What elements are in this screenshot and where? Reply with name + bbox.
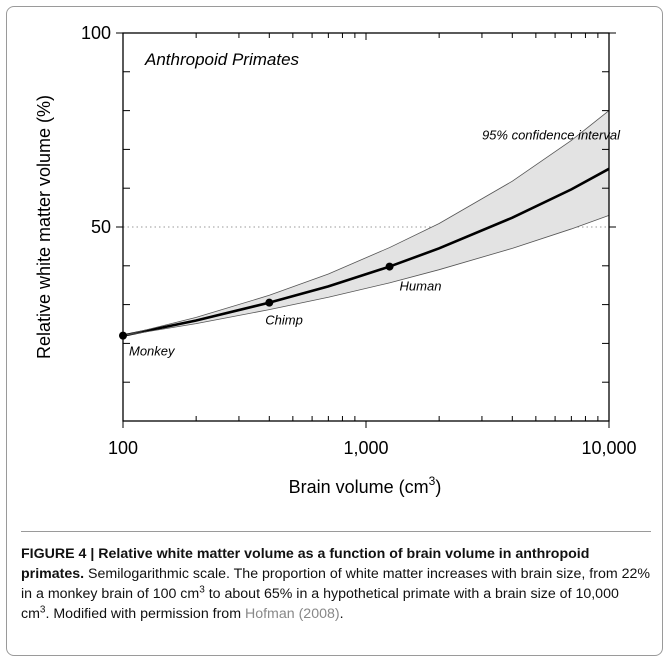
- x-axis-label-end: ): [435, 477, 441, 497]
- x-tick-label: 10,000: [581, 438, 636, 458]
- chart-title: Anthropoid Primates: [144, 50, 300, 69]
- caption-text: . Modified with permission from: [45, 606, 245, 622]
- confidence-band: [123, 110, 609, 336]
- caption-link[interactable]: Hofman (2008): [244, 606, 340, 622]
- point-label: Chimp: [265, 313, 303, 328]
- point-label: Human: [400, 279, 442, 294]
- chart: Anthropoid Primates Relative white matte…: [34, 23, 637, 497]
- caption-text: .: [339, 606, 344, 622]
- band-label: 95% confidence interval: [482, 128, 621, 143]
- caption-sup: 3: [199, 584, 205, 596]
- x-axis-label-sup: 3: [429, 474, 436, 488]
- x-axis-label-text: Brain volume (cm: [289, 477, 429, 497]
- y-tick-label: 100: [81, 23, 111, 43]
- caption-title: FIGURE 4 | Relative white matter volume …: [21, 546, 590, 582]
- data-point: [119, 331, 127, 340]
- caption: FIGURE 4 | Relative white matter volume …: [21, 531, 651, 624]
- x-axis-label: Brain volume (cm3): [289, 474, 442, 497]
- data-point: [265, 298, 274, 307]
- caption-text: to about 65% in a hypothetical primate w…: [21, 586, 619, 622]
- figure-frame: Anthropoid Primates Relative white matte…: [6, 6, 663, 656]
- x-tick-label: 100: [108, 438, 138, 458]
- caption-text: Semilogarithmic scale. The proportion of…: [21, 566, 650, 602]
- x-tick-label: 1,000: [343, 438, 388, 458]
- ci-line: [122, 214, 610, 337]
- ci-line: [122, 110, 610, 337]
- y-axis-label: Relative white matter volume (%): [34, 95, 54, 359]
- data-point: [385, 262, 394, 271]
- point-label: Monkey: [129, 344, 176, 359]
- y-tick-label: 50: [91, 217, 111, 237]
- caption-sup: 3: [39, 604, 46, 616]
